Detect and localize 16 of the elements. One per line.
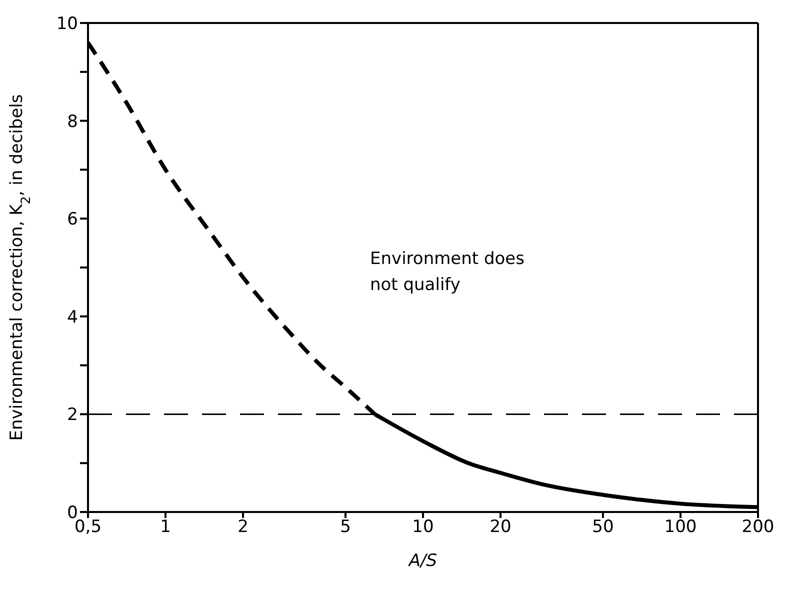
x-tick-label: 10: [412, 517, 434, 538]
x-tick-label: 200: [742, 517, 774, 538]
annotation: Environment does not qualify: [370, 248, 524, 297]
x-tick-label: 0,5: [74, 517, 102, 538]
y-tick-label: 4: [67, 307, 78, 328]
x-tick-label: 100: [664, 517, 697, 538]
y-tick-label: 2: [67, 405, 78, 426]
x-axis-title: A/S: [408, 551, 438, 571]
y-tick-label: 8: [67, 112, 78, 132]
x-tick-label: 5: [340, 517, 351, 538]
x-tick-label: 2: [238, 517, 248, 538]
x-tick-label: 20: [490, 517, 512, 538]
x-tick-label: 50: [592, 517, 614, 538]
y-tick-label: 10: [56, 14, 78, 34]
y-tick-label: 6: [67, 210, 78, 230]
x-tick-label: 1: [160, 517, 171, 538]
